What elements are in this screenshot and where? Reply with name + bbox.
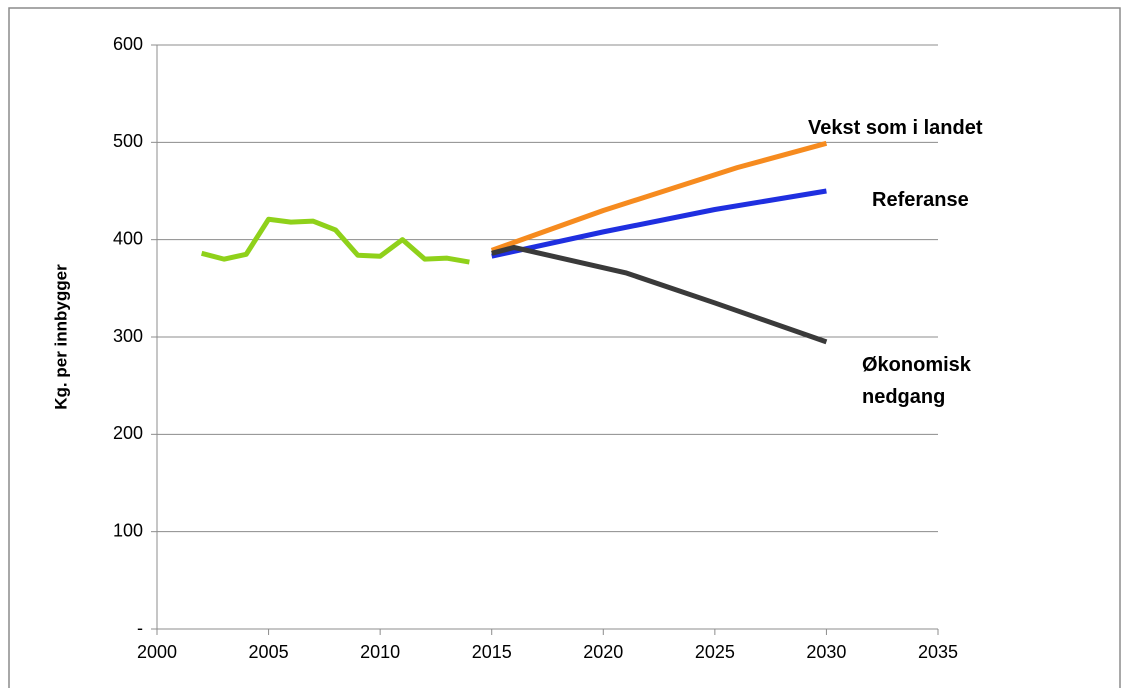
series-line [491, 188, 827, 259]
x-tick-label: 2025 [695, 642, 735, 662]
x-tick-label: 2020 [583, 642, 623, 662]
series-line [490, 140, 828, 253]
y-tick-label: 200 [113, 423, 143, 443]
series-label: Økonomisk nedgang [862, 354, 971, 408]
series-label: Vekst som i landet [808, 117, 983, 139]
x-tick-label: 2000 [137, 642, 177, 662]
series-line [491, 244, 828, 345]
y-tick-label: 500 [113, 131, 143, 151]
x-tick-label: 2035 [918, 642, 958, 662]
y-tick-label: - [137, 618, 143, 638]
series-label: Referanse [872, 189, 969, 211]
y-tick-label: 100 [113, 520, 143, 540]
y-tick-label: 400 [113, 228, 143, 248]
series-line [200, 216, 470, 265]
y-axis-label: Kg. per innbygger [51, 264, 70, 410]
x-tick-label: 2005 [249, 642, 289, 662]
y-tick-label: 300 [113, 326, 143, 346]
y-tick-label: 600 [113, 34, 143, 54]
x-tick-label: 2030 [806, 642, 846, 662]
x-tick-label: 2010 [360, 642, 400, 662]
chart-frame [8, 7, 1121, 688]
x-tick-label: 2015 [472, 642, 512, 662]
